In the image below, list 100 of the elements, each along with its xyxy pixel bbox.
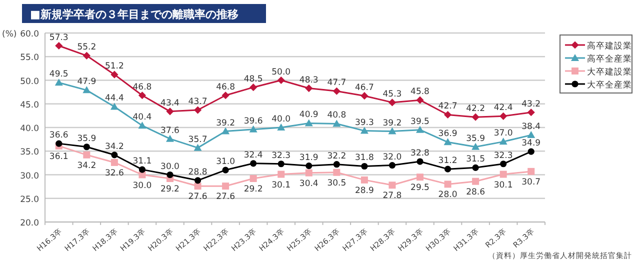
point (444, 138, 452, 146)
data-label: 31.2 (438, 156, 458, 166)
data-label: 42.7 (438, 102, 458, 112)
data-label: 46.8 (216, 82, 236, 92)
data-label: 43.2 (522, 99, 541, 110)
point (194, 106, 202, 114)
point (138, 166, 146, 173)
point (528, 148, 534, 155)
chart-title: ■新規学卒者の３年目までの離職率の推移 (30, 8, 238, 21)
point (250, 175, 257, 182)
data-label: 47.9 (77, 77, 96, 88)
data-label: 30.5 (327, 178, 346, 188)
data-label: 44.4 (104, 94, 124, 104)
data-label: 57.3 (49, 32, 68, 43)
point (444, 180, 452, 188)
data-label: 37.0 (494, 128, 513, 139)
point (388, 162, 396, 169)
y-tick-label: 40.0 (20, 124, 39, 134)
point (444, 166, 452, 172)
data-label: 30.7 (522, 177, 541, 188)
point (333, 168, 340, 176)
point (500, 170, 507, 178)
point (138, 122, 146, 129)
data-label: 28.9 (354, 186, 374, 196)
point (360, 126, 368, 134)
point (388, 182, 396, 189)
point (500, 112, 508, 120)
data-label: 35.9 (466, 134, 486, 144)
data-label: 39.2 (382, 118, 402, 128)
data-label: 32.0 (382, 152, 402, 162)
point (444, 110, 452, 119)
point (54, 78, 63, 86)
data-label: 42.2 (466, 104, 486, 114)
data-label: 47.7 (327, 78, 346, 88)
point (305, 84, 313, 92)
point (472, 142, 480, 150)
point (361, 162, 368, 170)
point (166, 171, 174, 178)
data-label: 45.8 (410, 87, 430, 98)
data-label: 32.3 (272, 150, 291, 161)
data-label: 34.2 (77, 160, 96, 171)
point (304, 119, 313, 126)
data-label: 46.8 (132, 82, 152, 92)
y-tick-label: 20.0 (20, 218, 39, 228)
data-label: 48.3 (299, 75, 318, 86)
point (528, 168, 535, 175)
data-label: 31.9 (299, 152, 318, 163)
point (138, 171, 146, 178)
point (222, 92, 230, 100)
point (82, 86, 91, 94)
point (472, 113, 480, 121)
data-label: 32.2 (327, 151, 346, 162)
data-label: 27.6 (216, 192, 236, 202)
point (278, 170, 285, 178)
data-label: 46.7 (354, 82, 374, 93)
y-axis-title: (%) (2, 30, 17, 40)
data-label: 29.5 (410, 183, 430, 194)
data-label: 40.4 (132, 112, 152, 123)
point (250, 84, 258, 92)
point (305, 169, 312, 176)
data-label: 43.4 (160, 98, 180, 108)
data-label: 39.2 (216, 118, 236, 128)
point (249, 125, 258, 132)
data-label: 27.6 (188, 192, 208, 202)
point (194, 177, 202, 184)
point (110, 102, 118, 110)
data-label: 30.4 (299, 178, 318, 189)
data-label: 31.1 (132, 156, 152, 167)
point (416, 158, 424, 165)
point (360, 92, 368, 100)
data-label: 32.3 (494, 150, 513, 161)
data-label: 27.8 (382, 191, 402, 202)
point (527, 108, 535, 116)
legend-label: 大卒全産業 (587, 80, 632, 90)
y-tick-label: 50.0 (20, 76, 39, 87)
data-label: 32.8 (410, 148, 430, 159)
data-label: 43.7 (188, 97, 208, 108)
point (194, 144, 202, 151)
point (472, 178, 480, 185)
point (55, 42, 63, 50)
point (56, 140, 62, 147)
point (360, 176, 368, 184)
point (332, 87, 340, 95)
legend-label: 大卒建設業 (587, 66, 632, 78)
data-label: 45.3 (382, 89, 402, 100)
point (388, 98, 396, 106)
data-label: 35.7 (188, 134, 208, 145)
point (250, 160, 257, 167)
data-label: 49.5 (49, 70, 68, 80)
y-tick-label: 60.0 (20, 30, 39, 40)
y-tick-label: 35.0 (20, 148, 39, 158)
data-label: 32.4 (244, 150, 263, 160)
point (83, 144, 90, 150)
point (306, 162, 312, 170)
data-label: 39.3 (354, 118, 374, 128)
data-label: 42.4 (494, 103, 513, 114)
point (472, 164, 479, 171)
point (277, 124, 286, 130)
point (111, 152, 118, 158)
point (332, 120, 341, 127)
